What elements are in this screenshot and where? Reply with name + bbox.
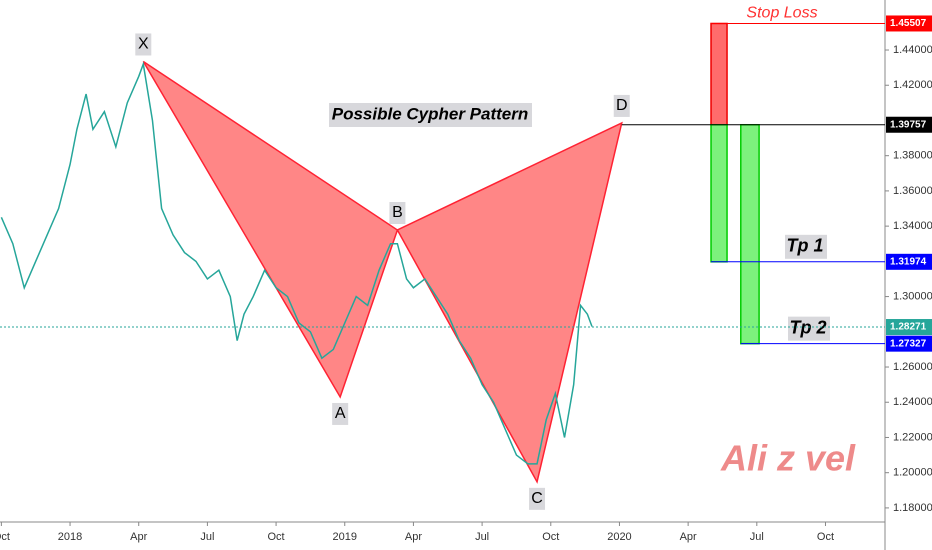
- x-tick-label: Oct: [268, 531, 285, 543]
- point-label-bg: [529, 487, 546, 510]
- target-box: [710, 22, 728, 126]
- price-label: 1.28271: [890, 322, 927, 333]
- y-tick-label: 1.24000: [893, 396, 932, 408]
- y-tick-label: 1.20000: [893, 467, 932, 479]
- annotation: Possible Cypher Pattern: [332, 104, 529, 123]
- x-tick-label: 2019: [333, 531, 357, 543]
- point-label: X: [138, 36, 149, 53]
- price-label: 1.45507: [890, 18, 927, 29]
- y-tick-label: 1.18000: [893, 502, 932, 514]
- x-tick-label: Apr: [130, 531, 147, 543]
- y-tick-label: 1.36000: [893, 185, 932, 197]
- point-label: A: [335, 405, 346, 422]
- x-tick-label: Oct: [542, 531, 559, 543]
- point-label: D: [616, 97, 628, 114]
- price-label: 1.39757: [890, 119, 927, 130]
- level-name: Tp 1: [786, 236, 823, 256]
- x-tick-label: Oct: [0, 531, 10, 543]
- point-label: C: [531, 490, 543, 507]
- y-tick-label: 1.38000: [893, 150, 932, 162]
- x-tick-label: Jul: [200, 531, 214, 543]
- pattern-triangle: [396, 121, 623, 484]
- price-label-bg: [886, 15, 932, 32]
- y-tick-label: 1.26000: [893, 361, 932, 373]
- price-line: [0, 61, 593, 465]
- y-tick-label: 1.44000: [893, 44, 932, 56]
- x-tick-label: Oct: [817, 531, 834, 543]
- pattern-triangle: [142, 60, 399, 399]
- y-tick-label: 1.22000: [893, 431, 932, 443]
- target-box: [710, 123, 728, 263]
- price-label-bg: [886, 253, 932, 270]
- watermark: Ali z vel: [720, 438, 856, 479]
- level-name-bg: [785, 234, 827, 259]
- y-tick-label: 1.30000: [893, 290, 932, 302]
- annotation-bg: [329, 103, 532, 127]
- price-label-bg: [886, 335, 932, 352]
- level-name-bg: [788, 316, 830, 341]
- point-label-bg: [332, 402, 349, 425]
- point-label: B: [392, 204, 403, 221]
- x-tick-label: 2020: [607, 531, 631, 543]
- point-label-bg: [389, 202, 406, 225]
- level-name: Stop Loss: [746, 5, 817, 22]
- price-label: 1.27327: [890, 338, 927, 349]
- point-label-bg: [613, 94, 630, 117]
- y-tick-label: 1.42000: [893, 79, 932, 91]
- point-label-bg: [135, 33, 152, 56]
- y-tick-label: 1.34000: [893, 220, 932, 232]
- price-label-bg: [886, 319, 932, 336]
- price-label-bg: [886, 116, 932, 133]
- price-label: 1.31974: [890, 256, 927, 267]
- x-tick-label: Apr: [405, 531, 422, 543]
- x-tick-label: Apr: [680, 531, 697, 543]
- x-tick-label: Jul: [750, 531, 764, 543]
- target-box: [740, 123, 760, 345]
- x-tick-label: 2018: [58, 531, 82, 543]
- x-tick-label: Jul: [475, 531, 489, 543]
